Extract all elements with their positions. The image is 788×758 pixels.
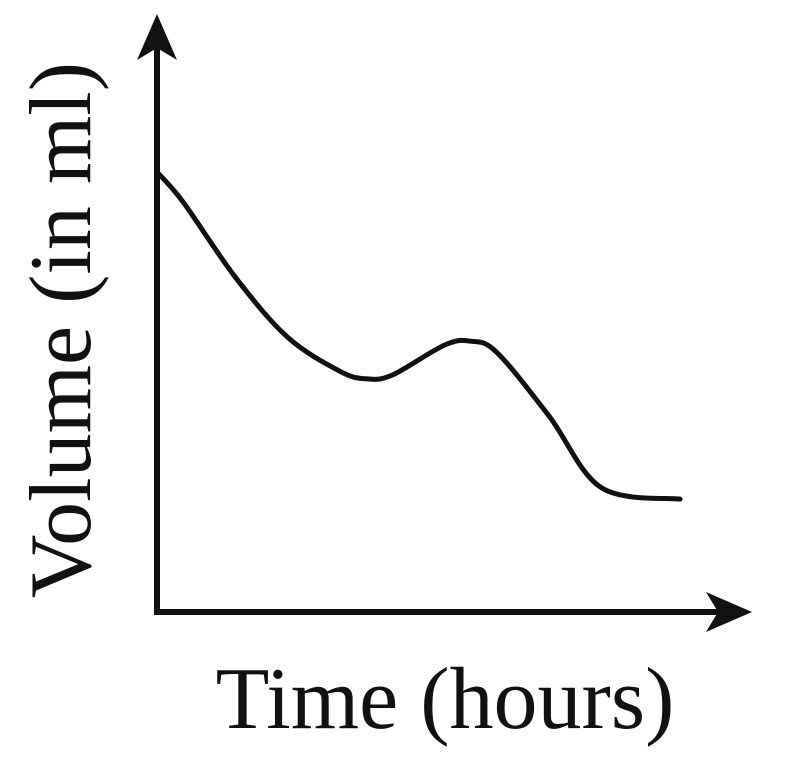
x-axis-arrowhead bbox=[706, 592, 752, 632]
plot-area bbox=[154, 169, 683, 502]
x-axis bbox=[154, 592, 752, 632]
y-axis bbox=[137, 14, 177, 612]
x-axis-title: Time (hours) bbox=[216, 651, 675, 748]
y-axis-arrowhead bbox=[137, 14, 177, 60]
y-axis-title: Volume (in ml) bbox=[13, 62, 110, 598]
series-line bbox=[154, 169, 683, 502]
